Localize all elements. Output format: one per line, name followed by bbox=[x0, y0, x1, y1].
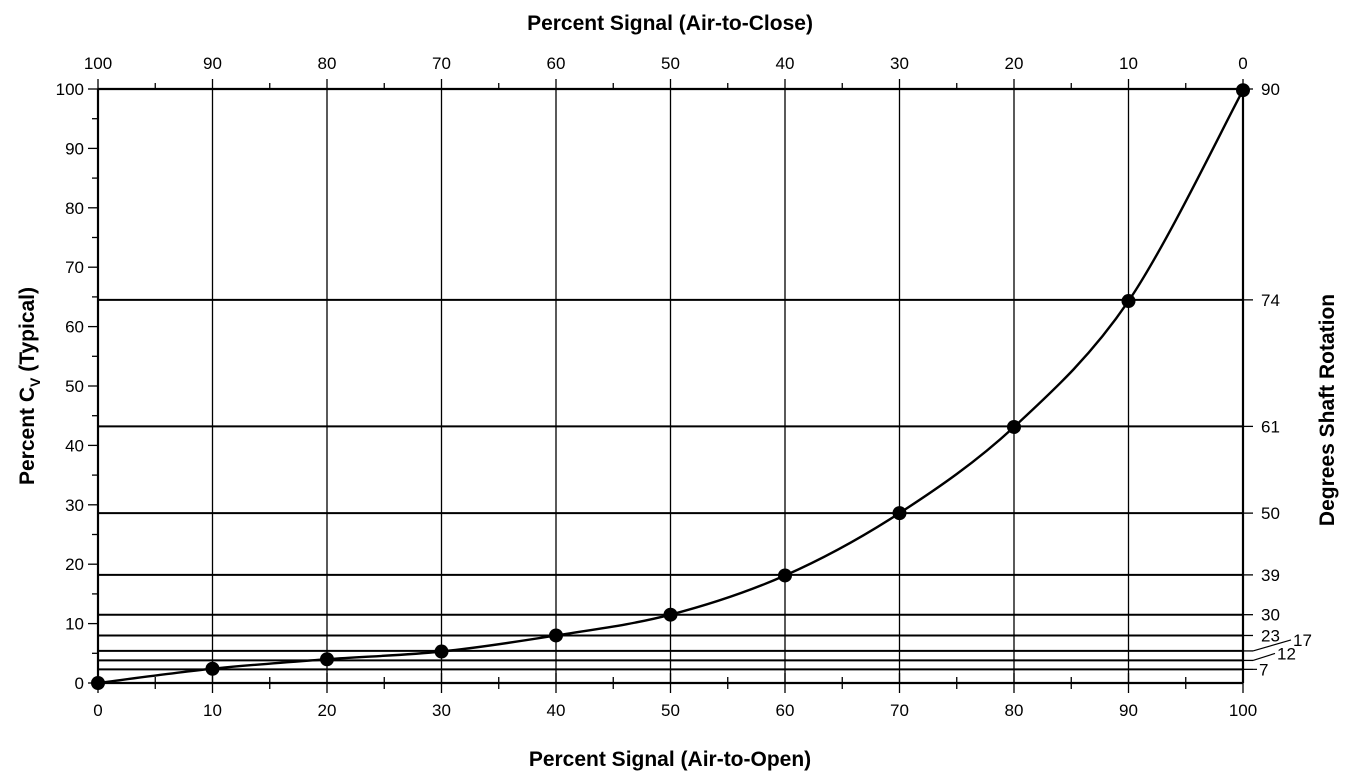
x-tick-label-50: 50 bbox=[661, 701, 680, 720]
left-axis-title: Percent CV (Typical) bbox=[16, 287, 43, 485]
rotation-label-17: 17 bbox=[1293, 631, 1312, 650]
y-tick-label-60: 60 bbox=[65, 318, 84, 337]
leader-12 bbox=[1252, 652, 1276, 661]
y-tick-label-100: 100 bbox=[56, 80, 84, 99]
x-tick-label-30: 30 bbox=[432, 701, 451, 720]
data-point-90 bbox=[1121, 294, 1136, 309]
y-tick-label-0: 0 bbox=[75, 674, 84, 693]
top-tick-label-10: 10 bbox=[1119, 54, 1138, 73]
top-tick-label-0: 0 bbox=[1238, 54, 1247, 73]
y-tick-label-50: 50 bbox=[65, 377, 84, 396]
curve-group bbox=[91, 83, 1250, 690]
leader-17 bbox=[1252, 639, 1292, 652]
axis-ticks bbox=[88, 79, 1292, 693]
data-point-100 bbox=[1236, 83, 1250, 98]
rotation-label-12: 12 bbox=[1277, 644, 1296, 663]
y-tick-label-80: 80 bbox=[65, 199, 84, 218]
bottom-axis-title: Percent Signal (Air-to-Open) bbox=[529, 748, 811, 771]
top-tick-label-80: 80 bbox=[318, 54, 337, 73]
top-tick-label-100: 100 bbox=[84, 54, 112, 73]
rotation-label-39: 39 bbox=[1261, 566, 1280, 585]
x-tick-label-100: 100 bbox=[1229, 701, 1257, 720]
x-tick-label-40: 40 bbox=[547, 701, 566, 720]
top-tick-label-20: 20 bbox=[1005, 54, 1024, 73]
rotation-label-90: 90 bbox=[1261, 80, 1280, 99]
x-tick-label-70: 70 bbox=[890, 701, 909, 720]
x-tick-label-60: 60 bbox=[776, 701, 795, 720]
x-tick-label-80: 80 bbox=[1005, 701, 1024, 720]
grid-lines bbox=[211, 89, 1130, 683]
x-tick-label-90: 90 bbox=[1119, 701, 1138, 720]
rotation-label-7: 7 bbox=[1259, 660, 1268, 679]
y-tick-label-40: 40 bbox=[65, 436, 84, 455]
left-axis-title-suffix: (Typical) bbox=[16, 287, 39, 378]
rotation-label-74: 74 bbox=[1261, 291, 1280, 310]
y-tick-label-30: 30 bbox=[65, 496, 84, 515]
series-line bbox=[97, 89, 1245, 685]
top-tick-label-70: 70 bbox=[432, 54, 451, 73]
data-point-30 bbox=[434, 644, 449, 659]
top-tick-label-30: 30 bbox=[890, 54, 909, 73]
top-axis-title: Percent Signal (Air-to-Close) bbox=[527, 12, 813, 35]
top-tick-label-50: 50 bbox=[661, 54, 680, 73]
top-tick-label-60: 60 bbox=[547, 54, 566, 73]
rotation-label-23: 23 bbox=[1261, 626, 1280, 645]
data-point-0 bbox=[91, 676, 105, 690]
rotation-label-61: 61 bbox=[1261, 417, 1280, 436]
x-tick-label-10: 10 bbox=[203, 701, 222, 720]
y-tick-label-90: 90 bbox=[65, 139, 84, 158]
data-point-70 bbox=[892, 506, 907, 521]
data-point-10 bbox=[205, 661, 220, 676]
x-tick-label-0: 0 bbox=[93, 701, 102, 720]
x-tick-label-20: 20 bbox=[318, 701, 337, 720]
rotation-label-50: 50 bbox=[1261, 504, 1280, 523]
y-tick-label-10: 10 bbox=[65, 615, 84, 634]
data-point-40 bbox=[549, 628, 563, 643]
data-point-50 bbox=[663, 607, 678, 622]
top-tick-label-90: 90 bbox=[203, 54, 222, 73]
data-point-80 bbox=[1007, 419, 1021, 434]
rotation-label-30: 30 bbox=[1261, 606, 1280, 625]
y-tick-label-70: 70 bbox=[65, 258, 84, 277]
y-tick-label-20: 20 bbox=[65, 555, 84, 574]
right-axis-title: Degrees Shaft Rotation bbox=[1316, 294, 1339, 526]
data-point-60 bbox=[778, 568, 792, 583]
left-axis-title-subscript: V bbox=[27, 377, 43, 387]
top-tick-label-40: 40 bbox=[776, 54, 795, 73]
left-axis-title-main: Percent C bbox=[16, 387, 39, 485]
data-point-20 bbox=[320, 652, 334, 667]
